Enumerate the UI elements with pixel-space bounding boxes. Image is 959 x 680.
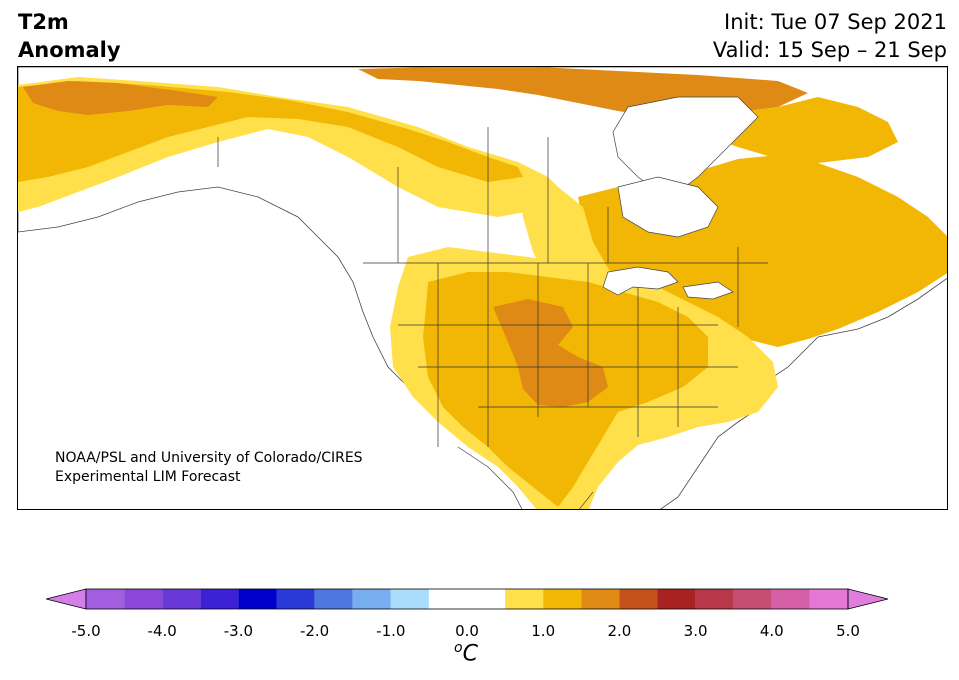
political-borders: [217, 127, 768, 447]
colorbar-tick-label: 1.0: [531, 622, 556, 640]
anomaly-zone-alaska-high: [23, 81, 218, 115]
colorbar-bin: [657, 589, 696, 609]
colorbar-tick-label: 4.0: [759, 622, 784, 640]
colorbar-bin: [428, 589, 506, 609]
colorbar-bin: [124, 589, 163, 609]
colorbar-border: [85, 588, 849, 610]
colorbar-tick-label: -5.0: [71, 622, 101, 640]
credit-line2: Experimental LIM Forecast: [55, 469, 241, 485]
colorbar-bin: [200, 589, 239, 609]
valid-dates: Valid: 15 Sep – 21 Sep: [712, 38, 947, 62]
colorbar-bin: [390, 589, 429, 609]
anomaly-map: [18, 67, 947, 509]
unit-degree: o: [454, 640, 463, 656]
anomaly-zone-central-us-high: [493, 299, 608, 407]
colorbar-bin: [809, 589, 848, 609]
colorbar-tick-label: 2.0: [607, 622, 632, 640]
colorbar-bin: [619, 589, 658, 609]
colorbar-bin: [505, 589, 544, 609]
colorbar-bin: [276, 589, 315, 609]
colorbar-bins: [86, 589, 848, 609]
unit-label: oC: [454, 640, 478, 666]
colorbar-tick-label: 5.0: [836, 622, 860, 640]
colorbar-tick-label: -1.0: [376, 622, 406, 640]
colorbar-extend-high: [847, 588, 889, 610]
colorbar-bin: [695, 589, 734, 609]
hudson-bay: [617, 176, 719, 238]
title-line1: T2m: [18, 10, 69, 34]
credit-text: NOAA/PSL and University of Colorado/CIRE…: [55, 449, 363, 487]
great-lakes: [602, 266, 734, 300]
mexico-outline: [457, 446, 594, 509]
colorbar-tick-label: -2.0: [299, 622, 330, 640]
greenland: [612, 96, 759, 193]
colorbar-bin: [352, 589, 391, 609]
colorbar-bin: [86, 589, 125, 609]
colorbar-tick-label: 0.0: [455, 622, 479, 640]
forecast-dates: Init: Tue 07 Sep 2021 Valid: 15 Sep – 21…: [713, 8, 947, 64]
colorbar-tick-label: -3.0: [223, 622, 254, 640]
init-date: Init: Tue 07 Sep 2021: [724, 10, 947, 34]
colorbar-bin: [581, 589, 620, 609]
map-title: T2m Anomaly: [18, 8, 121, 64]
unit-celsius: C: [462, 641, 478, 667]
map-panel: [17, 66, 948, 510]
colorbar-bin: [543, 589, 582, 609]
colorbar-tick-label: -4.0: [147, 622, 177, 640]
colorbar-tick-label: 3.0: [683, 622, 708, 640]
title-line2: Anomaly: [18, 38, 121, 62]
colorbar: [46, 588, 889, 610]
colorbar-bin: [238, 589, 277, 609]
colorbar-extend-low: [46, 588, 87, 610]
colorbar-bin: [771, 589, 810, 609]
colorbar-bin: [314, 589, 353, 609]
colorbar-bin: [733, 589, 772, 609]
colorbar-bin: [162, 589, 201, 609]
anomaly-zone-arctic-islands-mid: [658, 97, 898, 163]
credit-line1: NOAA/PSL and University of Colorado/CIRE…: [55, 450, 363, 466]
